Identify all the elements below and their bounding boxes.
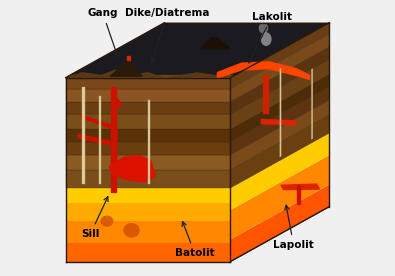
- Polygon shape: [214, 75, 230, 78]
- Polygon shape: [148, 72, 165, 78]
- Polygon shape: [312, 69, 313, 139]
- Polygon shape: [99, 96, 101, 184]
- Polygon shape: [230, 115, 329, 188]
- Text: Lakolit: Lakolit: [249, 12, 292, 63]
- Polygon shape: [261, 119, 299, 126]
- Polygon shape: [109, 155, 156, 182]
- Polygon shape: [66, 114, 230, 129]
- Polygon shape: [230, 155, 329, 240]
- Polygon shape: [230, 59, 329, 129]
- Polygon shape: [297, 185, 300, 204]
- Polygon shape: [230, 47, 329, 114]
- Polygon shape: [230, 23, 329, 89]
- Text: Gang: Gang: [88, 8, 118, 57]
- Text: Lapolit: Lapolit: [273, 205, 314, 250]
- Polygon shape: [148, 100, 150, 184]
- Polygon shape: [127, 56, 130, 60]
- Polygon shape: [165, 75, 181, 78]
- Polygon shape: [217, 61, 310, 80]
- Text: Batolit: Batolit: [175, 222, 214, 258]
- Polygon shape: [230, 34, 329, 102]
- Polygon shape: [66, 188, 230, 203]
- Ellipse shape: [257, 16, 264, 24]
- Polygon shape: [281, 184, 320, 190]
- Polygon shape: [114, 128, 117, 160]
- Polygon shape: [111, 58, 142, 76]
- Polygon shape: [181, 72, 198, 78]
- Polygon shape: [66, 78, 230, 89]
- Polygon shape: [66, 129, 230, 142]
- Ellipse shape: [261, 32, 272, 46]
- Polygon shape: [230, 87, 329, 155]
- Polygon shape: [66, 221, 230, 243]
- Polygon shape: [66, 23, 329, 78]
- Polygon shape: [66, 155, 230, 169]
- Ellipse shape: [100, 216, 113, 227]
- Polygon shape: [230, 185, 329, 262]
- Text: Dike/Diatrema: Dike/Diatrema: [125, 8, 209, 63]
- Polygon shape: [78, 134, 113, 145]
- Polygon shape: [115, 69, 132, 78]
- Polygon shape: [66, 169, 230, 188]
- Polygon shape: [200, 38, 230, 49]
- Polygon shape: [81, 115, 113, 129]
- Polygon shape: [198, 72, 214, 78]
- Polygon shape: [113, 98, 122, 108]
- Polygon shape: [66, 75, 236, 78]
- Polygon shape: [66, 102, 230, 114]
- Polygon shape: [66, 89, 230, 102]
- Polygon shape: [66, 72, 82, 78]
- Polygon shape: [111, 87, 115, 192]
- Polygon shape: [102, 69, 115, 78]
- Polygon shape: [230, 74, 329, 142]
- Polygon shape: [66, 203, 230, 221]
- Polygon shape: [132, 72, 148, 78]
- Polygon shape: [280, 68, 281, 157]
- Polygon shape: [82, 87, 85, 184]
- Polygon shape: [263, 75, 267, 113]
- Ellipse shape: [123, 223, 140, 238]
- Polygon shape: [66, 243, 230, 262]
- Polygon shape: [82, 72, 102, 78]
- Text: Sill: Sill: [81, 197, 108, 239]
- Polygon shape: [66, 142, 230, 155]
- Polygon shape: [230, 133, 329, 210]
- Ellipse shape: [259, 23, 268, 34]
- Polygon shape: [230, 100, 329, 169]
